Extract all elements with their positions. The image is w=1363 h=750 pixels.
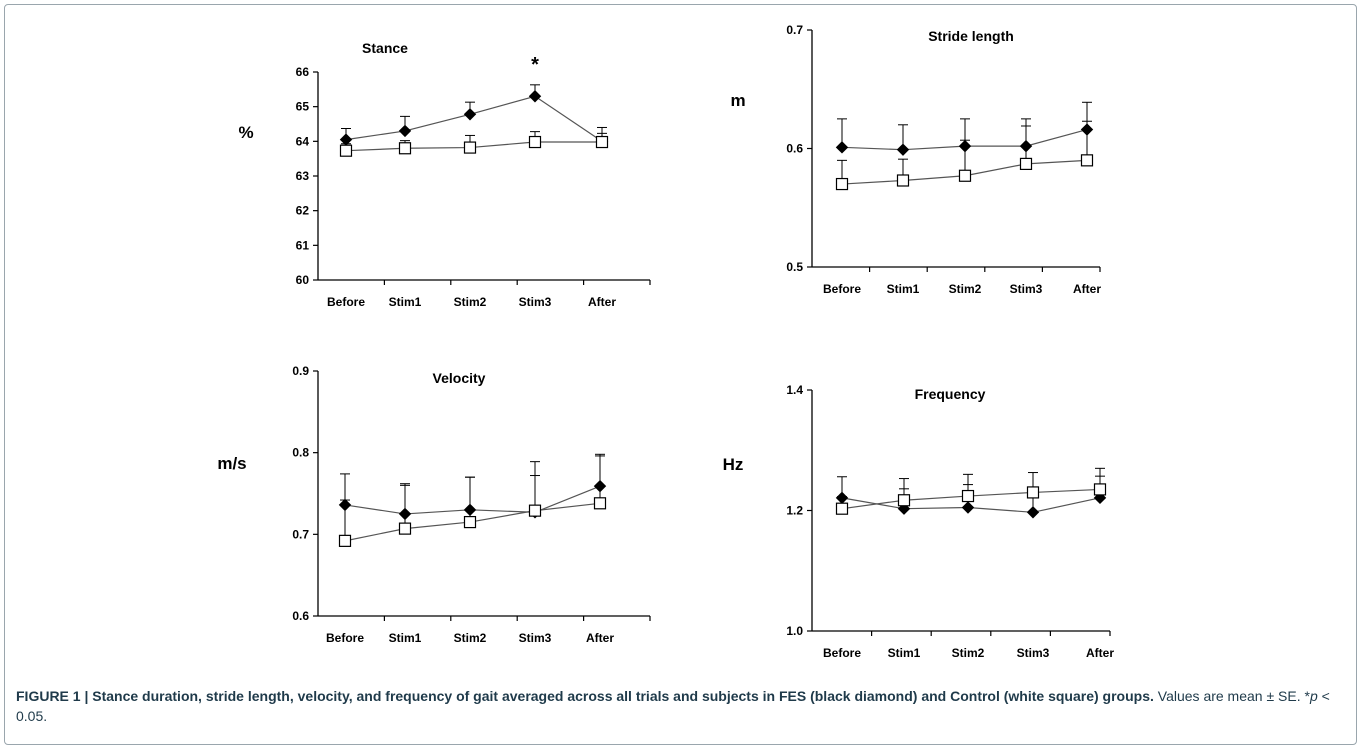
figure-caption: FIGURE 1 | Stance duration, stride lengt… xyxy=(16,686,1346,726)
data-point-diamond xyxy=(463,503,477,517)
data-point-square xyxy=(1080,154,1094,167)
x-tick-label: Stim3 xyxy=(1017,646,1050,660)
y-tick-label: 1.4 xyxy=(786,383,803,397)
data-point-diamond xyxy=(398,124,412,138)
data-point-diamond xyxy=(338,498,352,512)
data-point-square xyxy=(1093,483,1107,496)
x-tick-label: Stim3 xyxy=(1010,282,1043,296)
data-point-square xyxy=(896,174,910,187)
x-tick-label: Stim2 xyxy=(949,282,982,296)
x-tick-label: After xyxy=(1086,646,1114,660)
y-tick-label: 0.8 xyxy=(292,446,309,460)
data-point-square xyxy=(1026,486,1040,499)
x-tick-label: Stim2 xyxy=(952,646,985,660)
chart-panel-1: 60 61 62 63 64 65 66 Before Stim1 Stim2 Stim3 After… xyxy=(238,40,651,309)
data-point-diamond xyxy=(1080,123,1094,136)
caption-text-1: Values are mean ± SE. * xyxy=(1153,688,1310,704)
data-point-diamond xyxy=(958,139,972,153)
x-tick-label: Stim1 xyxy=(888,646,921,660)
data-point-diamond xyxy=(1026,506,1040,519)
data-point-square xyxy=(339,144,353,157)
data-point-diamond xyxy=(593,479,607,493)
panel-title: Stance xyxy=(362,40,408,56)
data-point-diamond xyxy=(835,141,849,154)
data-point-square xyxy=(463,141,477,154)
x-tick-label: After xyxy=(1073,282,1101,296)
x-tick-label: Before xyxy=(823,646,861,660)
x-tick-label: Stim1 xyxy=(389,295,422,309)
chart-panel-2: 0.5 0.6 0.7 Before Stim1 Stim2 Stim3 After Strid… xyxy=(730,23,1101,296)
y-tick-label: 65 xyxy=(296,100,310,114)
y-axis-label: Hz xyxy=(723,455,744,474)
series-line xyxy=(345,95,603,142)
y-tick-label: 64 xyxy=(296,134,310,148)
data-point-diamond xyxy=(1019,139,1033,153)
figure-frame xyxy=(4,4,1357,745)
data-point-square xyxy=(398,142,412,155)
data-point-diamond xyxy=(528,90,542,103)
y-tick-label: 1.0 xyxy=(786,624,803,638)
y-tick-label: 0.6 xyxy=(786,142,803,156)
y-tick-label: 1.2 xyxy=(786,504,803,518)
y-tick-label: 60 xyxy=(296,273,310,287)
data-point-square xyxy=(398,522,412,535)
x-tick-label: Before xyxy=(326,631,364,645)
data-point-diamond xyxy=(463,108,477,121)
y-axis-label: m/s xyxy=(217,454,246,473)
x-tick-label: Stim2 xyxy=(454,631,487,645)
x-tick-label: Before xyxy=(327,295,365,309)
x-tick-label: Stim3 xyxy=(519,295,552,309)
data-point-square xyxy=(958,169,972,182)
x-tick-label: After xyxy=(586,631,614,645)
data-point-square xyxy=(835,502,849,515)
y-tick-label: 0.5 xyxy=(786,260,803,274)
data-point-diamond xyxy=(961,501,975,514)
caption-text-2: < 0.05. xyxy=(16,688,1330,724)
chart-panel-4: 1.0 1.2 1.4 Before Stim1 Stim2 Stim3 After Frequ… xyxy=(723,383,1115,660)
y-tick-label: 62 xyxy=(296,204,310,218)
data-point-square xyxy=(528,504,542,517)
x-tick-label: Stim1 xyxy=(389,631,422,645)
x-tick-label: Stim1 xyxy=(887,282,920,296)
chart-panel-3: 0.6 0.7 0.8 0.9 Before Stim1 Stim2 Stim3 After Ve… xyxy=(217,364,651,645)
x-tick-label: After xyxy=(588,295,616,309)
data-point-square xyxy=(593,497,607,510)
y-tick-label: 63 xyxy=(296,169,310,183)
panel-title: Velocity xyxy=(433,370,486,386)
x-tick-label: Stim2 xyxy=(454,295,487,309)
data-point-diamond xyxy=(896,143,910,156)
data-point-square xyxy=(528,135,542,149)
x-tick-label: Stim3 xyxy=(519,631,552,645)
data-point-diamond xyxy=(835,491,849,505)
y-tick-label: 0.7 xyxy=(292,527,309,541)
data-point-square xyxy=(897,494,911,507)
y-tick-label: 66 xyxy=(296,65,310,79)
y-tick-label: 0.7 xyxy=(786,23,803,37)
caption-italic-p: p xyxy=(1309,688,1318,704)
y-axis-label: % xyxy=(238,123,253,142)
data-point-square xyxy=(961,489,975,503)
y-tick-label: 61 xyxy=(296,238,310,252)
data-point-square xyxy=(338,534,352,547)
panel-title: Stride length xyxy=(928,28,1014,44)
y-tick-label: 0.9 xyxy=(292,364,309,378)
panel-title: Frequency xyxy=(915,386,986,402)
caption-title: FIGURE 1 | Stance duration, stride lengt… xyxy=(16,688,1154,704)
data-point-square xyxy=(595,135,609,149)
x-tick-label: Before xyxy=(823,282,861,296)
data-point-square xyxy=(463,515,477,529)
data-point-diamond xyxy=(398,507,412,521)
y-tick-label: 0.6 xyxy=(292,609,309,623)
data-point-square xyxy=(835,177,849,191)
data-point-square xyxy=(1019,157,1033,171)
y-axis-label: m xyxy=(730,91,745,110)
significance-asterisk: * xyxy=(531,54,539,76)
